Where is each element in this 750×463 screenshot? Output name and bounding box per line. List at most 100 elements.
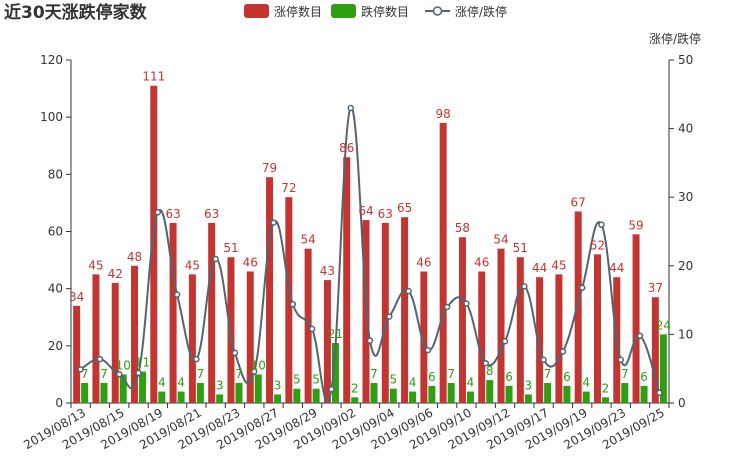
bar-limit-up <box>150 85 158 403</box>
data-label-limit-up: 51 <box>223 241 238 255</box>
bar-limit-down <box>293 388 301 403</box>
ratio-point <box>405 287 412 295</box>
chart-title: 近30天涨跌停家数 <box>4 2 148 23</box>
data-label-limit-down: 4 <box>409 376 417 390</box>
ratio-point <box>328 386 335 393</box>
ratio-point <box>347 104 354 112</box>
bar-limit-down <box>274 394 282 403</box>
data-label-limit-up: 72 <box>281 181 296 195</box>
bar-limit-down <box>254 374 262 403</box>
data-label-limit-up: 46 <box>243 256 258 270</box>
bar-limit-up <box>266 177 274 403</box>
ratio-point <box>135 369 142 377</box>
data-label-limit-up: 43 <box>320 264 335 278</box>
bar-limit-up <box>381 222 389 403</box>
data-label-limit-down: 6 <box>428 370 436 384</box>
bar-limit-down <box>216 394 224 403</box>
data-label-limit-up: 63 <box>165 207 180 221</box>
bar-limit-down <box>621 382 629 403</box>
bar-limit-down <box>370 382 378 403</box>
bar-limit-down <box>640 385 648 403</box>
ratio-point <box>598 221 605 228</box>
right-axis-tick-label: 30 <box>678 190 693 204</box>
bar-limit-up <box>632 234 640 403</box>
data-label-limit-up: 111 <box>142 70 165 84</box>
data-label-limit-up: 45 <box>88 258 103 272</box>
data-label-limit-up: 58 <box>455 221 470 235</box>
ratio-point <box>366 337 374 344</box>
bar-limit-down <box>331 342 339 403</box>
bar-limit-up <box>593 254 601 403</box>
left-axis-tick-label: 20 <box>48 339 63 353</box>
bar-limit-down <box>563 385 571 403</box>
ratio-point <box>559 348 567 355</box>
bar-limit-down <box>81 382 89 403</box>
data-label-limit-down: 21 <box>328 327 343 341</box>
data-label-limit-down: 7 <box>81 367 89 381</box>
data-label-limit-up: 46 <box>416 256 431 270</box>
left-axis-tick-label: 40 <box>48 282 63 296</box>
bar-limit-down <box>659 334 667 403</box>
bar-limit-up <box>73 305 81 403</box>
ratio-point <box>96 355 104 363</box>
data-label-limit-down: 7 <box>100 367 108 381</box>
data-label-limit-down: 10 <box>251 358 266 372</box>
data-label-limit-up: 44 <box>532 261 547 275</box>
right-axis-tick-label: 10 <box>678 327 693 341</box>
bar-limit-up <box>246 271 254 403</box>
bar-limit-up <box>285 197 293 403</box>
ratio-point <box>656 389 663 396</box>
ratio-point <box>636 332 644 340</box>
ratio-point <box>77 366 84 373</box>
bar-limit-down <box>196 382 204 403</box>
data-label-limit-down: 8 <box>486 364 494 378</box>
data-label-limit-down: 2 <box>602 381 610 395</box>
data-label-limit-up: 65 <box>397 201 412 215</box>
bar-limit-up <box>169 222 177 403</box>
bar-limit-down <box>582 391 590 403</box>
data-label-limit-down: 5 <box>389 373 397 387</box>
data-label-limit-down: 3 <box>216 378 224 392</box>
data-label-limit-up: 46 <box>474 256 489 270</box>
data-label-limit-up: 54 <box>493 233 508 247</box>
right-axis-tick-label: 20 <box>678 259 693 273</box>
data-label-limit-up: 34 <box>69 290 84 304</box>
bar-limit-down <box>139 371 147 403</box>
data-label-limit-up: 98 <box>436 107 451 121</box>
data-label-limit-down: 7 <box>544 367 552 381</box>
bar-limit-up <box>401 217 409 403</box>
data-label-limit-down: 4 <box>582 376 590 390</box>
bar-limit-down <box>351 397 359 403</box>
data-label-limit-up: 52 <box>590 238 605 252</box>
ratio-point <box>231 349 239 357</box>
bar-limit-up <box>439 122 447 403</box>
data-label-limit-up: 64 <box>358 204 373 218</box>
legend-swatch-limit-up <box>244 4 269 18</box>
left-axis-tick-label: 60 <box>48 225 63 239</box>
ratio-point <box>386 313 393 320</box>
right-axis-label: 涨停/跌停 <box>649 31 701 46</box>
bar-limit-up <box>574 211 582 403</box>
legend-label-ratio: 涨停/跌停 <box>455 4 507 19</box>
bar-limit-up <box>497 248 505 403</box>
data-label-limit-down: 4 <box>467 376 475 390</box>
data-label-limit-down: 6 <box>640 370 648 384</box>
legend-label-limit-down: 跌停数目 <box>361 4 409 19</box>
bar-limit-up <box>131 265 139 403</box>
right-axis-tick-label: 50 <box>678 53 693 67</box>
data-label-limit-down: 3 <box>525 378 533 392</box>
bar-limit-up <box>343 157 351 403</box>
legend[interactable]: 涨停数目 跌停数目 涨停/跌停 <box>244 4 507 19</box>
data-label-limit-up: 63 <box>378 207 393 221</box>
bar-limit-up <box>323 280 331 403</box>
legend-label-limit-up: 涨停数目 <box>274 4 322 19</box>
ratio-point <box>308 325 316 333</box>
data-label-limit-up: 54 <box>300 233 315 247</box>
ratio-point <box>443 303 451 311</box>
ratio-point <box>154 209 162 216</box>
data-label-limit-down: 11 <box>135 356 150 370</box>
legend-swatch-limit-down <box>331 4 356 18</box>
left-axis-tick-label: 80 <box>48 167 63 181</box>
data-label-limit-down: 6 <box>505 370 513 384</box>
